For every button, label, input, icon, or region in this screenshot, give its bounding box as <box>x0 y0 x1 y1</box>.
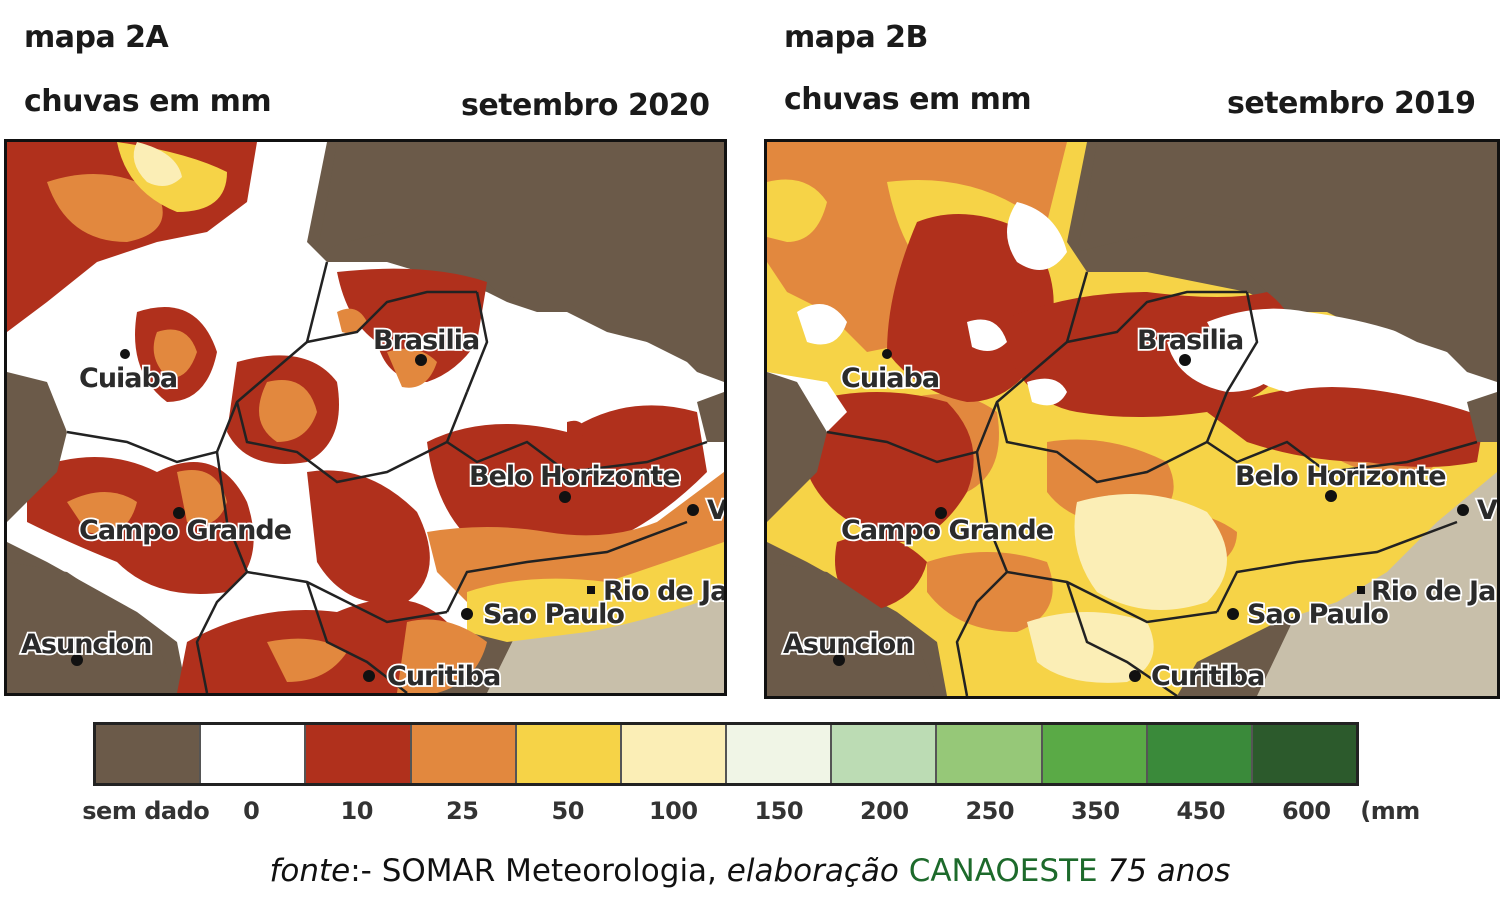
legend-swatch <box>411 725 517 783</box>
city-cuiaba-b: Cuiaba <box>841 363 939 394</box>
legend-label: 100 <box>648 797 698 825</box>
city-belo-horizonte-b: Belo Horizonte <box>1235 461 1446 492</box>
city-v-b: V <box>1477 495 1497 526</box>
legend-swatch <box>832 725 938 783</box>
source-elaboracao: elaboração <box>726 853 899 889</box>
map-a-period: setembro 2020 <box>461 88 710 123</box>
city-curitiba-b: Curitiba <box>1151 661 1264 692</box>
city-campo-grande-b: Campo Grande <box>841 515 1053 546</box>
map-b-period: setembro 2019 <box>1227 86 1476 121</box>
legend-label: 10 <box>340 797 374 825</box>
map-2b-rainfall-svg: Cuiaba Brasilia Belo Horizonte Campo Gra… <box>767 142 1497 696</box>
legend-swatch <box>96 725 202 783</box>
legend-label: 600 <box>1281 797 1331 825</box>
legend-swatch <box>1252 725 1357 783</box>
city-brasilia-a: Brasilia <box>373 325 479 356</box>
legend-swatch <box>201 725 307 783</box>
legend-label: 0 <box>243 797 260 825</box>
map-b-subtitle: chuvas em mm <box>784 82 1032 117</box>
city-v-a: V <box>707 495 724 526</box>
map-2b: Cuiaba Brasilia Belo Horizonte Campo Gra… <box>764 139 1500 699</box>
source-line: fonte:- SOMAR Meteorologia, elaboração C… <box>0 853 1500 889</box>
legend-label: 350 <box>1070 797 1120 825</box>
legend-label: 250 <box>965 797 1015 825</box>
city-brasilia-b: Brasilia <box>1137 325 1243 356</box>
city-asuncion-b: Asuncion <box>783 629 913 660</box>
legend-swatch <box>1147 725 1253 783</box>
source-fonte: fonte <box>269 853 351 889</box>
map-a-subtitle: chuvas em mm <box>24 84 272 119</box>
map-a-title: mapa 2A <box>24 20 169 55</box>
color-legend <box>93 722 1359 786</box>
city-asuncion-a: Asuncion <box>21 629 151 660</box>
legend-label: 200 <box>859 797 909 825</box>
source-org: CANAOESTE <box>908 853 1098 889</box>
legend-label: sem dado <box>82 797 210 825</box>
legend-swatch <box>621 725 728 783</box>
city-sao-paulo-b: Sao Paulo <box>1247 599 1388 630</box>
legend-label: 150 <box>754 797 804 825</box>
city-curitiba-a: Curitiba <box>387 661 500 692</box>
legend-swatch <box>727 725 833 783</box>
city-sao-paulo-a: Sao Paulo <box>483 599 624 630</box>
city-belo-horizonte-a: Belo Horizonte <box>469 461 680 492</box>
legend-swatch <box>937 725 1043 783</box>
map-2a: Cuiaba Brasilia Belo Horizonte Campo Gra… <box>4 139 727 696</box>
city-rio-b: Rio de Ja <box>1371 576 1495 607</box>
legend-label: 50 <box>551 797 585 825</box>
source-somar: :- SOMAR Meteorologia, <box>350 853 727 889</box>
legend-swatch <box>306 725 412 783</box>
city-campo-grande-a: Campo Grande <box>79 515 291 546</box>
legend-label: 25 <box>446 797 479 825</box>
city-rio-a: Rio de Ja <box>603 576 724 607</box>
map-b-title: mapa 2B <box>784 20 928 55</box>
legend-swatch <box>516 725 622 783</box>
legend-unit: (mm <box>1360 797 1420 825</box>
source-anos: 75 anos <box>1107 853 1231 889</box>
legend-label: 450 <box>1176 797 1226 825</box>
city-cuiaba-a: Cuiaba <box>79 363 177 394</box>
map-2a-rainfall-svg: Cuiaba Brasilia Belo Horizonte Campo Gra… <box>7 142 724 693</box>
legend-swatch <box>1042 725 1148 783</box>
